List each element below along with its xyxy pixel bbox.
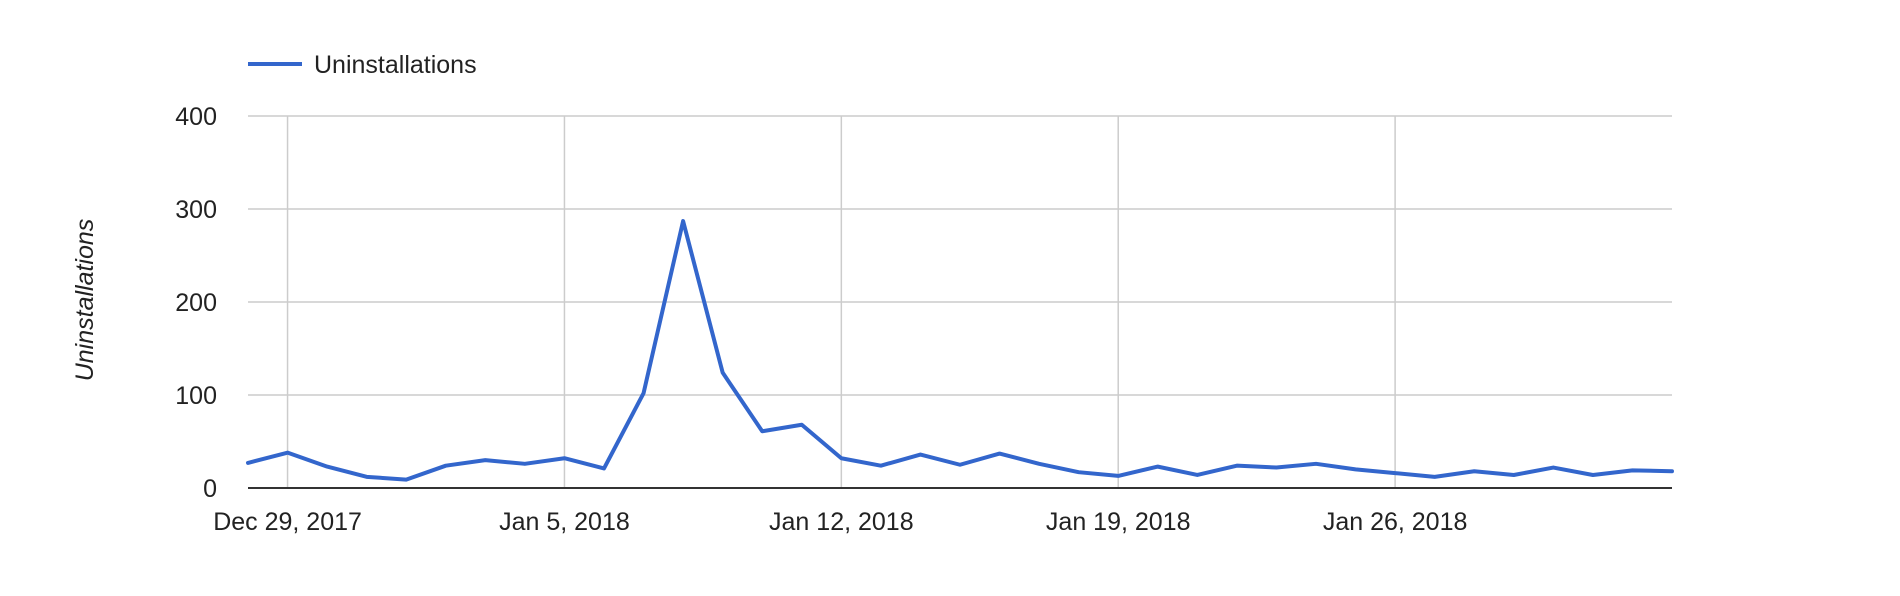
data-point[interactable] [557,451,571,465]
data-point[interactable] [1665,464,1679,478]
legend[interactable]: Uninstallations [248,51,477,79]
data-point[interactable] [1507,468,1521,482]
data-point[interactable] [1269,461,1283,475]
series-line-uninstallations[interactable] [246,219,1674,482]
data-point[interactable] [913,448,927,462]
data-point[interactable] [676,214,690,228]
data-point[interactable] [1467,464,1481,478]
series-layer [241,214,1679,487]
data-point[interactable] [1309,457,1323,471]
y-tick-label: 100 [175,382,217,410]
data-point[interactable] [795,418,809,432]
data-point[interactable] [953,458,967,472]
y-tick-label: 0 [203,475,217,503]
data-point[interactable] [993,447,1007,461]
data-point[interactable] [1388,466,1402,480]
y-tick-label: 200 [175,289,217,317]
data-point[interactable] [716,366,730,380]
y-axis-title: Uninstallations [71,219,99,382]
data-point[interactable] [834,451,848,465]
data-point[interactable] [1230,459,1244,473]
data-point[interactable] [241,456,255,470]
data-point[interactable] [1072,465,1086,479]
data-point[interactable] [320,460,334,474]
data-point[interactable] [1032,457,1046,471]
data-point[interactable] [1349,462,1363,476]
x-tick-label: Jan 26, 2018 [1323,508,1468,536]
data-point[interactable] [1190,468,1204,482]
data-point[interactable] [597,461,611,475]
data-point[interactable] [399,473,413,487]
data-point[interactable] [518,457,532,471]
data-point[interactable] [1151,460,1165,474]
data-point[interactable] [874,459,888,473]
data-point[interactable] [1546,461,1560,475]
grid [248,115,1672,488]
x-tick-label: Jan 12, 2018 [769,508,914,536]
y-tick-label: 300 [175,196,217,224]
data-point[interactable] [637,386,651,400]
x-tick-label: Jan 19, 2018 [1046,508,1191,536]
data-point[interactable] [439,459,453,473]
data-point[interactable] [1111,469,1125,483]
x-tick-label: Jan 5, 2018 [499,508,630,536]
legend-label-uninstallations: Uninstallations [314,51,477,79]
data-point[interactable] [1428,470,1442,484]
data-point[interactable] [1586,468,1600,482]
data-point[interactable] [1625,463,1639,477]
data-point[interactable] [755,424,769,438]
y-tick-label: 400 [175,103,217,131]
data-point[interactable] [360,470,374,484]
x-tick-label: Dec 29, 2017 [213,508,362,536]
data-point[interactable] [281,446,295,460]
data-point[interactable] [478,453,492,467]
axes: 0 100 200 300 400 Dec 29, 2017 Jan 5, 2018 Jan … [175,103,1672,536]
